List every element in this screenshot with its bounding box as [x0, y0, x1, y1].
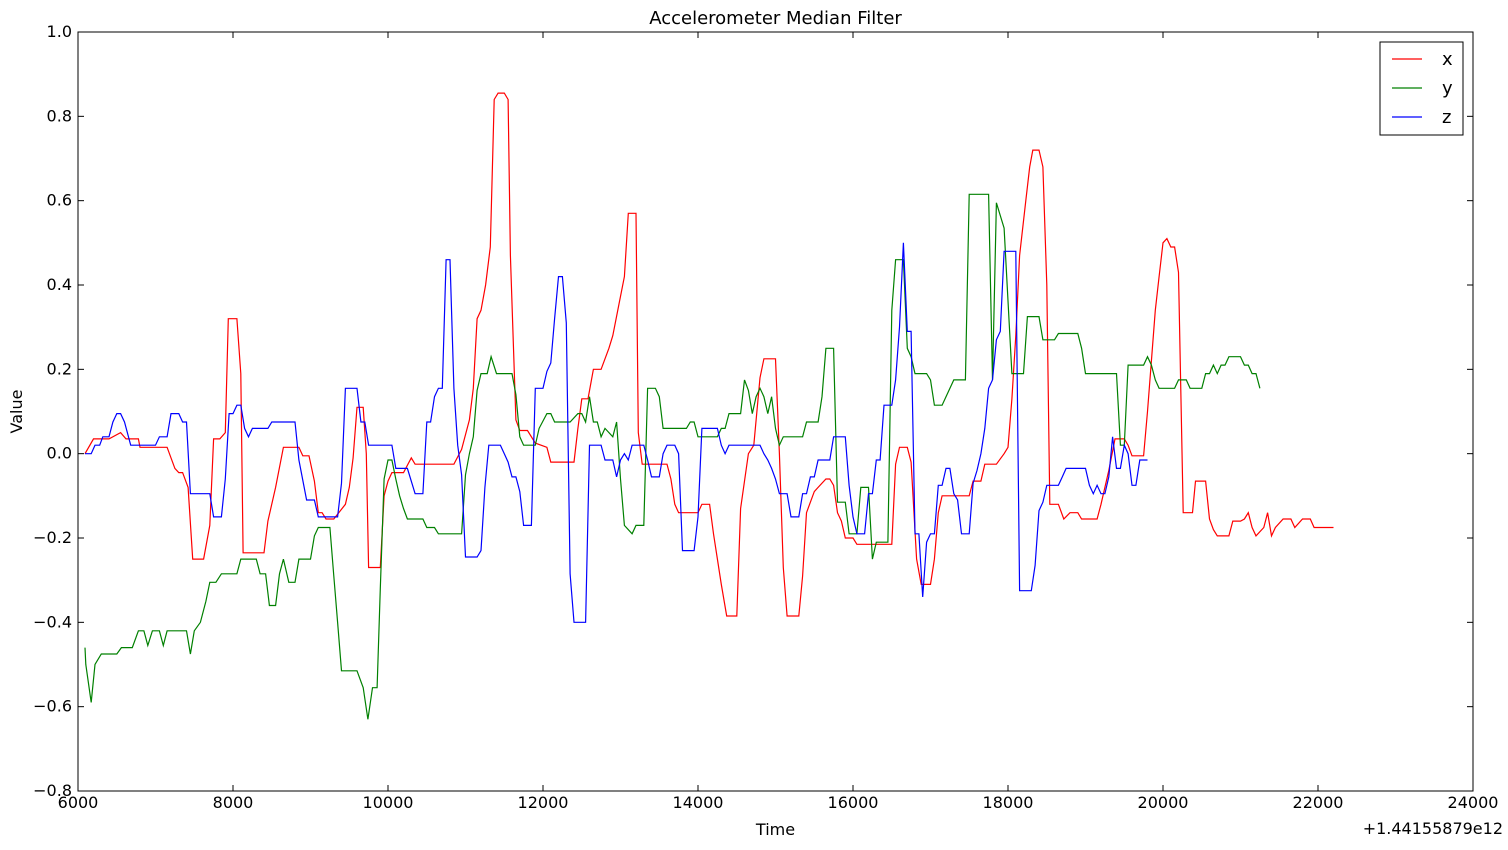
y-axis-label: Value — [7, 390, 26, 434]
legend-label-z: z — [1442, 107, 1451, 128]
x-axis-label: Time — [755, 820, 795, 839]
x-tick-label: 16000 — [828, 793, 879, 812]
legend: xyz — [1379, 41, 1464, 136]
y-tick-label: 0.4 — [47, 275, 72, 294]
plot-frame — [77, 31, 1474, 792]
y-tick-label: 1.0 — [47, 22, 72, 41]
x-tick-label: 18000 — [983, 793, 1034, 812]
series-line-y — [84, 193, 1261, 720]
y-tick-label: 0.6 — [47, 191, 72, 210]
legend-label-x: x — [1442, 49, 1453, 70]
y-tick-label: −0.4 — [33, 612, 72, 631]
y-tick-label: 0.2 — [47, 359, 72, 378]
x-tick-label: 22000 — [1293, 793, 1344, 812]
y-tick-label: 0.0 — [47, 444, 72, 463]
x-tick-label: 12000 — [518, 793, 569, 812]
series-line-z — [85, 242, 1148, 623]
legend-label-y: y — [1442, 78, 1453, 99]
x-tick-label: 8000 — [213, 793, 254, 812]
x-tick-label: 6000 — [58, 793, 99, 812]
x-tick-label: 14000 — [673, 793, 724, 812]
x-offset-label: +1.44155879e12 — [1363, 819, 1503, 838]
y-tick-label: −0.6 — [33, 697, 72, 716]
ticks-layer: 6000 8000 10000 12000 14000 16000 18000 20000 22… — [33, 22, 1498, 812]
series-layer — [84, 92, 1334, 720]
chart-title: Accelerometer Median Filter — [649, 8, 902, 29]
series-line-x — [84, 92, 1334, 617]
y-tick-label: −0.8 — [33, 781, 72, 800]
x-tick-label: 20000 — [1138, 793, 1189, 812]
x-tick-label: 10000 — [363, 793, 414, 812]
x-tick-label: 24000 — [1448, 793, 1499, 812]
y-tick-label: −0.2 — [33, 528, 72, 547]
y-tick-label: 0.8 — [47, 106, 72, 125]
